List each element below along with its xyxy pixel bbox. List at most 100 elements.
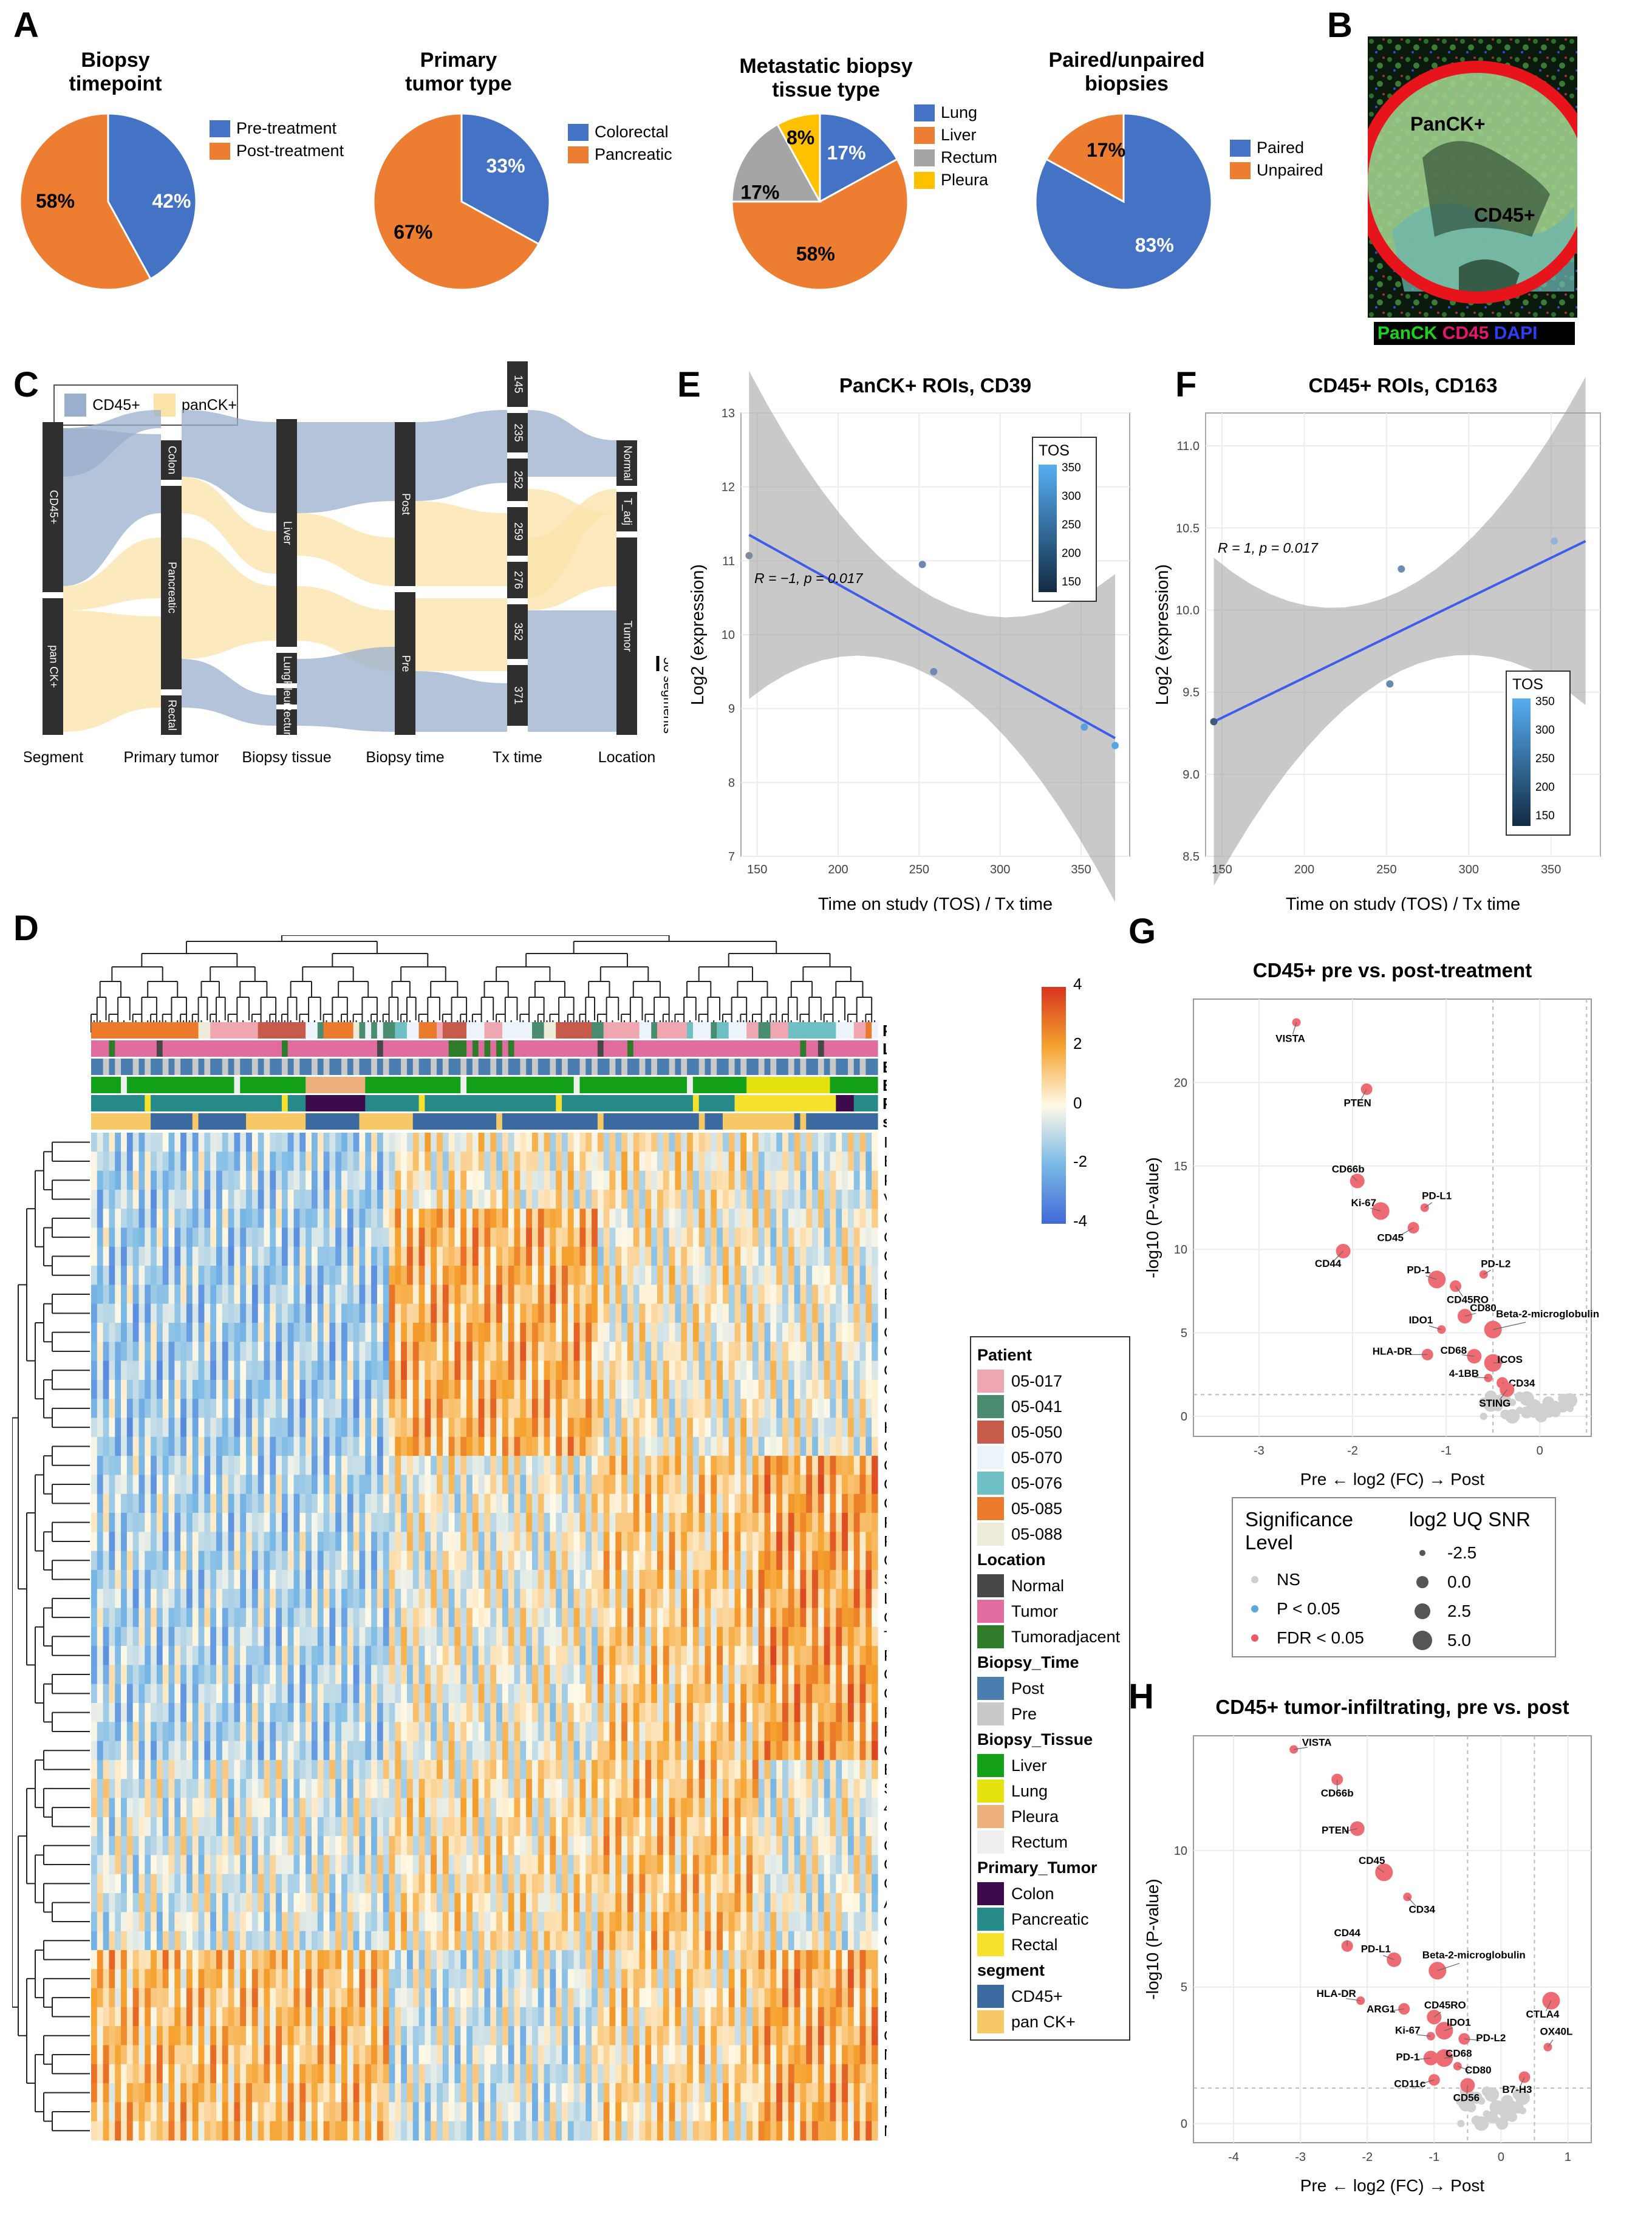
heatmap-cell <box>204 1626 211 1646</box>
heatmap-cell <box>383 1456 390 1475</box>
heatmap-cell <box>556 1152 562 1172</box>
heatmap-cell <box>460 1551 467 1571</box>
heatmap-cell <box>377 1360 384 1380</box>
heatmap-cell <box>234 1399 241 1419</box>
heatmap-cell <box>437 1285 443 1305</box>
heatmap-cell <box>776 1418 783 1438</box>
heatmap-cell <box>859 1532 866 1552</box>
heatmap-cell <box>776 1551 783 1571</box>
heatmap-cell <box>121 1152 128 1172</box>
heatmap-cell <box>865 1209 872 1229</box>
heatmap-cell <box>865 1303 872 1323</box>
heatmap-cell <box>782 1266 789 1285</box>
heatmap-cell <box>210 1626 217 1646</box>
heatmap-cell <box>830 1189 836 1209</box>
heatmap-cell <box>431 1436 437 1456</box>
heatmap-cell <box>508 1399 515 1419</box>
annotation-cell <box>401 1095 408 1111</box>
sankey-flow <box>528 489 616 598</box>
heatmap-cell <box>520 1551 527 1571</box>
heatmap-cell <box>204 1399 211 1419</box>
heatmap-cell <box>276 1246 282 1266</box>
annotation-cell <box>91 1059 98 1075</box>
annotation-cell <box>401 1022 408 1039</box>
heatmap-cell <box>788 1379 795 1399</box>
heatmap-cell <box>692 1569 700 1589</box>
heatmap-cell <box>204 1589 211 1609</box>
heatmap-cell <box>758 1436 765 1456</box>
annotation-cell <box>180 1113 187 1130</box>
heatmap-cell <box>609 1513 616 1532</box>
heatmap-cell <box>657 1456 664 1475</box>
annotation-cell <box>621 1095 628 1111</box>
heatmap-cell <box>621 1133 628 1152</box>
sankey-node <box>507 413 528 452</box>
heatmap-cell <box>234 1493 241 1513</box>
heatmap-cell <box>317 1569 324 1589</box>
annotation-cell <box>222 1077 229 1093</box>
heatmap-cell <box>776 1589 783 1609</box>
heatmap-cell <box>418 1246 425 1266</box>
heatmap-cell <box>776 1360 783 1380</box>
heatmap-cell <box>794 1189 801 1209</box>
heatmap-cell <box>103 1323 110 1342</box>
pie-slice-label: 58% <box>796 243 835 265</box>
heatmap-cell <box>323 1209 330 1229</box>
heatmap-cell <box>692 1532 700 1552</box>
annotation-cell <box>800 1040 807 1057</box>
annotation-cell <box>764 1022 771 1039</box>
panel-letter-a: A <box>13 5 39 45</box>
heatmap-cell <box>592 1323 598 1342</box>
heatmap-cell <box>442 1418 449 1438</box>
heatmap-cell <box>180 1569 187 1589</box>
heatmap-cell <box>442 1475 449 1495</box>
annotation-cell <box>442 1040 449 1057</box>
heatmap-cell <box>609 1418 616 1438</box>
heatmap-cell <box>132 1551 140 1571</box>
annotation-cell <box>859 1095 866 1111</box>
sankey-node-label: Rectum <box>281 703 293 741</box>
heatmap-cell <box>97 1456 104 1475</box>
heatmap-cell <box>287 1399 295 1419</box>
heatmap-cell <box>663 1152 670 1172</box>
annotation-cell <box>740 1077 747 1093</box>
heatmap-cell <box>383 1569 390 1589</box>
heatmap-cell <box>132 1475 140 1495</box>
annotation-cell <box>293 1059 300 1075</box>
heatmap-cell <box>198 1152 205 1172</box>
heatmap-cell <box>138 1569 145 1589</box>
sankey-axis-label: Biopsy time <box>366 749 444 766</box>
annotation-cell <box>192 1022 199 1039</box>
heatmap-cell <box>502 1323 509 1342</box>
heatmap-cell <box>126 1303 134 1323</box>
annotation-cell <box>264 1113 270 1130</box>
heatmap-cell <box>836 1418 842 1438</box>
heatmap-cell <box>377 1266 384 1285</box>
heatmap-cell <box>746 1170 753 1190</box>
heatmap-cell <box>651 1227 658 1247</box>
annotation-cell <box>317 1040 324 1057</box>
panel-b-fluorescence-image: PanCK+ CD45+ PanCK CD45 DAPI <box>1356 36 1599 345</box>
heatmap-cell <box>633 1608 640 1628</box>
heatmap-cell <box>812 1342 819 1362</box>
heatmap-cell <box>97 1569 104 1589</box>
annotation-cell <box>240 1077 247 1093</box>
annotation-cell <box>692 1095 700 1111</box>
annotation-cell <box>359 1095 366 1111</box>
sankey-node-label: 259 <box>512 522 524 541</box>
heatmap-cell <box>359 1323 366 1342</box>
heatmap-cell <box>138 1360 145 1380</box>
heatmap-cell <box>264 1569 270 1589</box>
annotation-cell <box>478 1040 485 1057</box>
heatmap-cell <box>478 1589 485 1609</box>
heatmap-cell <box>299 1227 306 1247</box>
annotation-cell <box>562 1113 568 1130</box>
annotation-cell <box>692 1059 700 1075</box>
heatmap-cell <box>103 1246 110 1266</box>
heatmap-cell <box>615 1493 622 1513</box>
heatmap-cell <box>317 1323 324 1342</box>
heatmap-cell <box>406 1569 414 1589</box>
annotation-cell <box>353 1040 360 1057</box>
heatmap-cell <box>550 1399 556 1419</box>
annotation-cell <box>103 1040 110 1057</box>
